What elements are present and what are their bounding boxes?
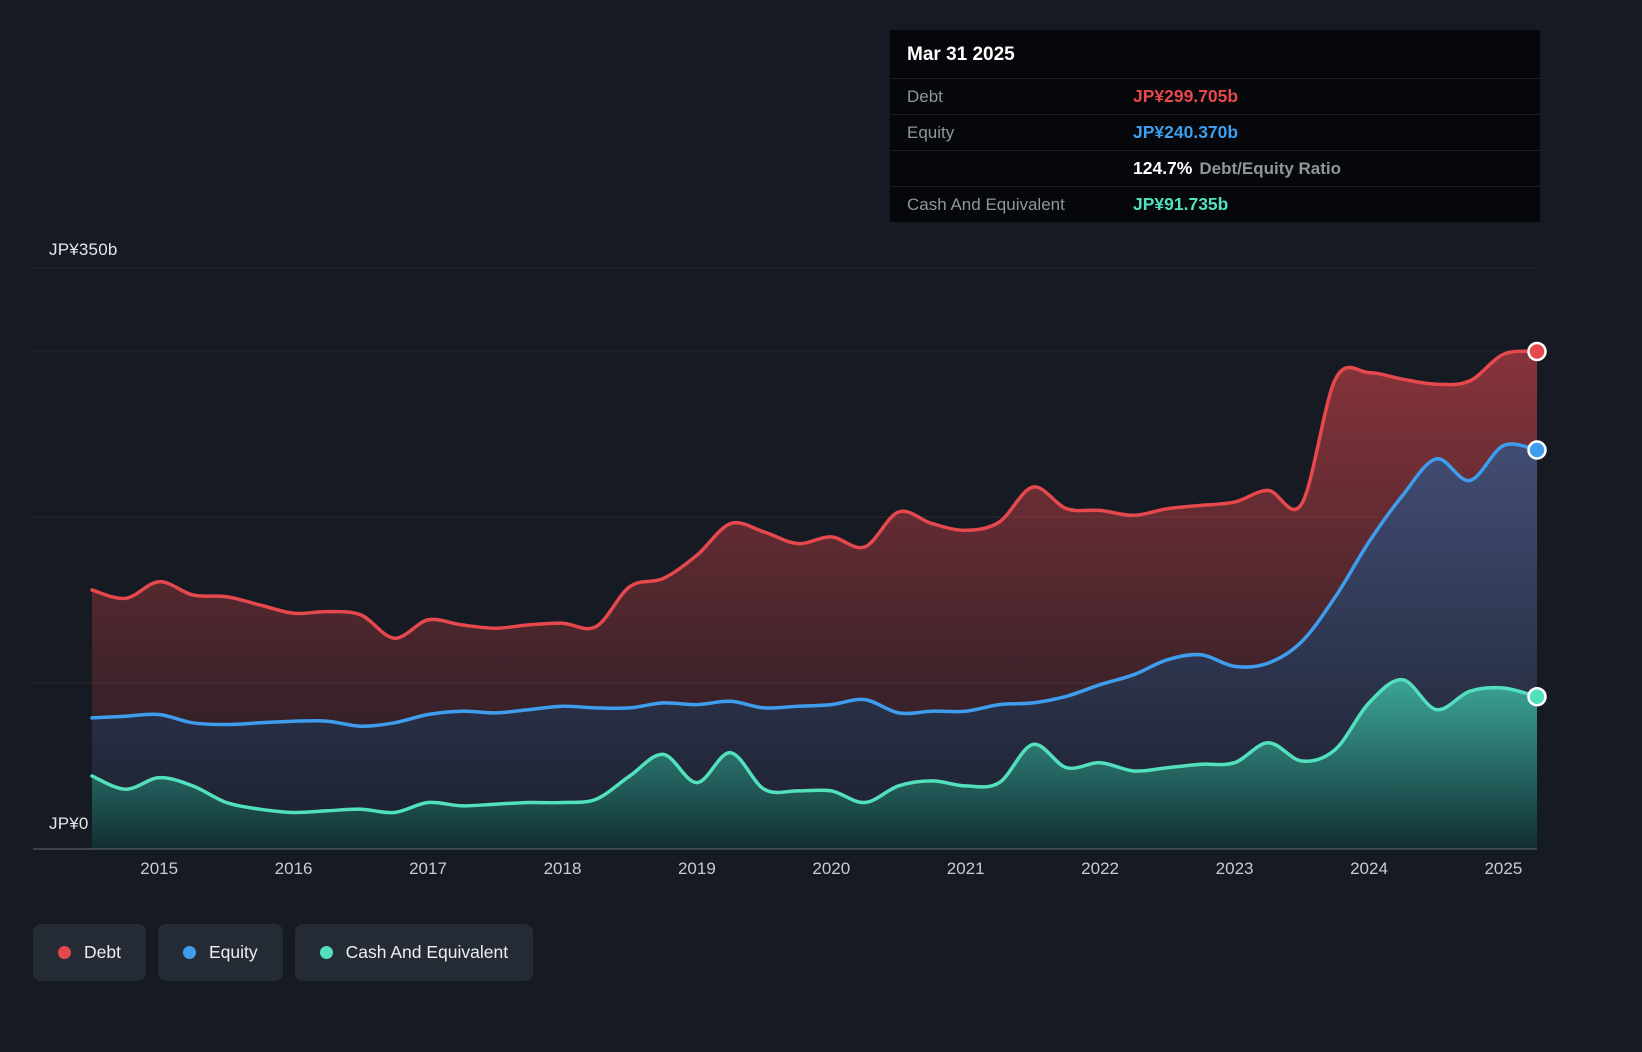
line-cash — [90, 677, 1539, 815]
x-tick-2015: 2015 — [140, 859, 179, 878]
legend-dot-equity — [182, 946, 196, 959]
legend-label-equity: Equity — [208, 942, 258, 962]
line-debt — [90, 349, 1539, 640]
legend-dot-debt — [58, 946, 71, 959]
tooltip-label-equity: Equity — [907, 122, 955, 142]
x-tick-2024: 2024 — [1350, 859, 1388, 878]
legend-label-debt: Debt — [84, 942, 121, 962]
tooltip-value-equity: JP¥240.370b — [1133, 122, 1239, 142]
x-tick-2022: 2022 — [1081, 859, 1120, 878]
x-tick-2020: 2020 — [812, 859, 851, 878]
tooltip-date: Mar 31 2025 — [907, 44, 1015, 65]
x-tick-2017: 2017 — [409, 859, 447, 878]
y-axis-label-min: JP¥0 — [49, 814, 89, 833]
tooltip-ratio: 124.7% Debt/Equity Ratio — [1133, 158, 1341, 179]
end-marker-equity — [1527, 440, 1547, 460]
legend-item-cash[interactable]: Cash And Equivalent — [294, 924, 534, 981]
x-tick-2021: 2021 — [946, 859, 985, 878]
legend-item-equity[interactable]: Equity — [157, 924, 283, 981]
tooltip-row-equity: Equity JP¥240.370b — [890, 114, 1540, 150]
line-equity — [90, 442, 1539, 728]
tooltip-ratio-value: 124.7% — [1133, 158, 1193, 178]
x-axis: 2015 2016 2017 2018 2019 2020 2021 2022 2023 2024… — [0, 859, 1642, 885]
x-tick-2019: 2019 — [677, 859, 716, 878]
legend-dot-cash — [319, 946, 333, 959]
tooltip-row-ratio: 124.7% Debt/Equity Ratio — [890, 150, 1540, 186]
series-lines — [90, 349, 1539, 815]
tooltip-value-debt: JP¥299.705b — [1133, 86, 1239, 106]
end-marker-cash — [1527, 686, 1547, 707]
x-tick-2018: 2018 — [543, 859, 582, 878]
legend-label-cash: Cash And Equivalent — [345, 942, 509, 962]
chart-legend: Debt Equity Cash And Equivalent — [33, 924, 534, 981]
tooltip-label-cash: Cash And Equivalent — [907, 194, 1065, 214]
x-tick-2025: 2025 — [1484, 859, 1523, 878]
tooltip-label-debt: Debt — [907, 86, 943, 106]
tooltip-row-cash: Cash And Equivalent JP¥91.735b — [890, 186, 1540, 222]
end-marker-debt — [1527, 341, 1547, 362]
tooltip-card: Mar 31 2025 Debt JP¥299.705b Equity JP¥2… — [890, 30, 1540, 222]
area-equity — [92, 444, 1537, 849]
y-axis-label-max: JP¥350b — [49, 240, 118, 259]
tooltip-row-debt: Debt JP¥299.705b — [890, 78, 1540, 114]
x-tick-2016: 2016 — [274, 859, 313, 878]
series-areas — [92, 351, 1537, 849]
x-tick-2023: 2023 — [1215, 859, 1254, 878]
tooltip-ratio-label: Debt/Equity Ratio — [1199, 159, 1342, 178]
tooltip-value-cash: JP¥91.735b — [1133, 194, 1229, 214]
legend-item-debt[interactable]: Debt — [33, 924, 146, 981]
